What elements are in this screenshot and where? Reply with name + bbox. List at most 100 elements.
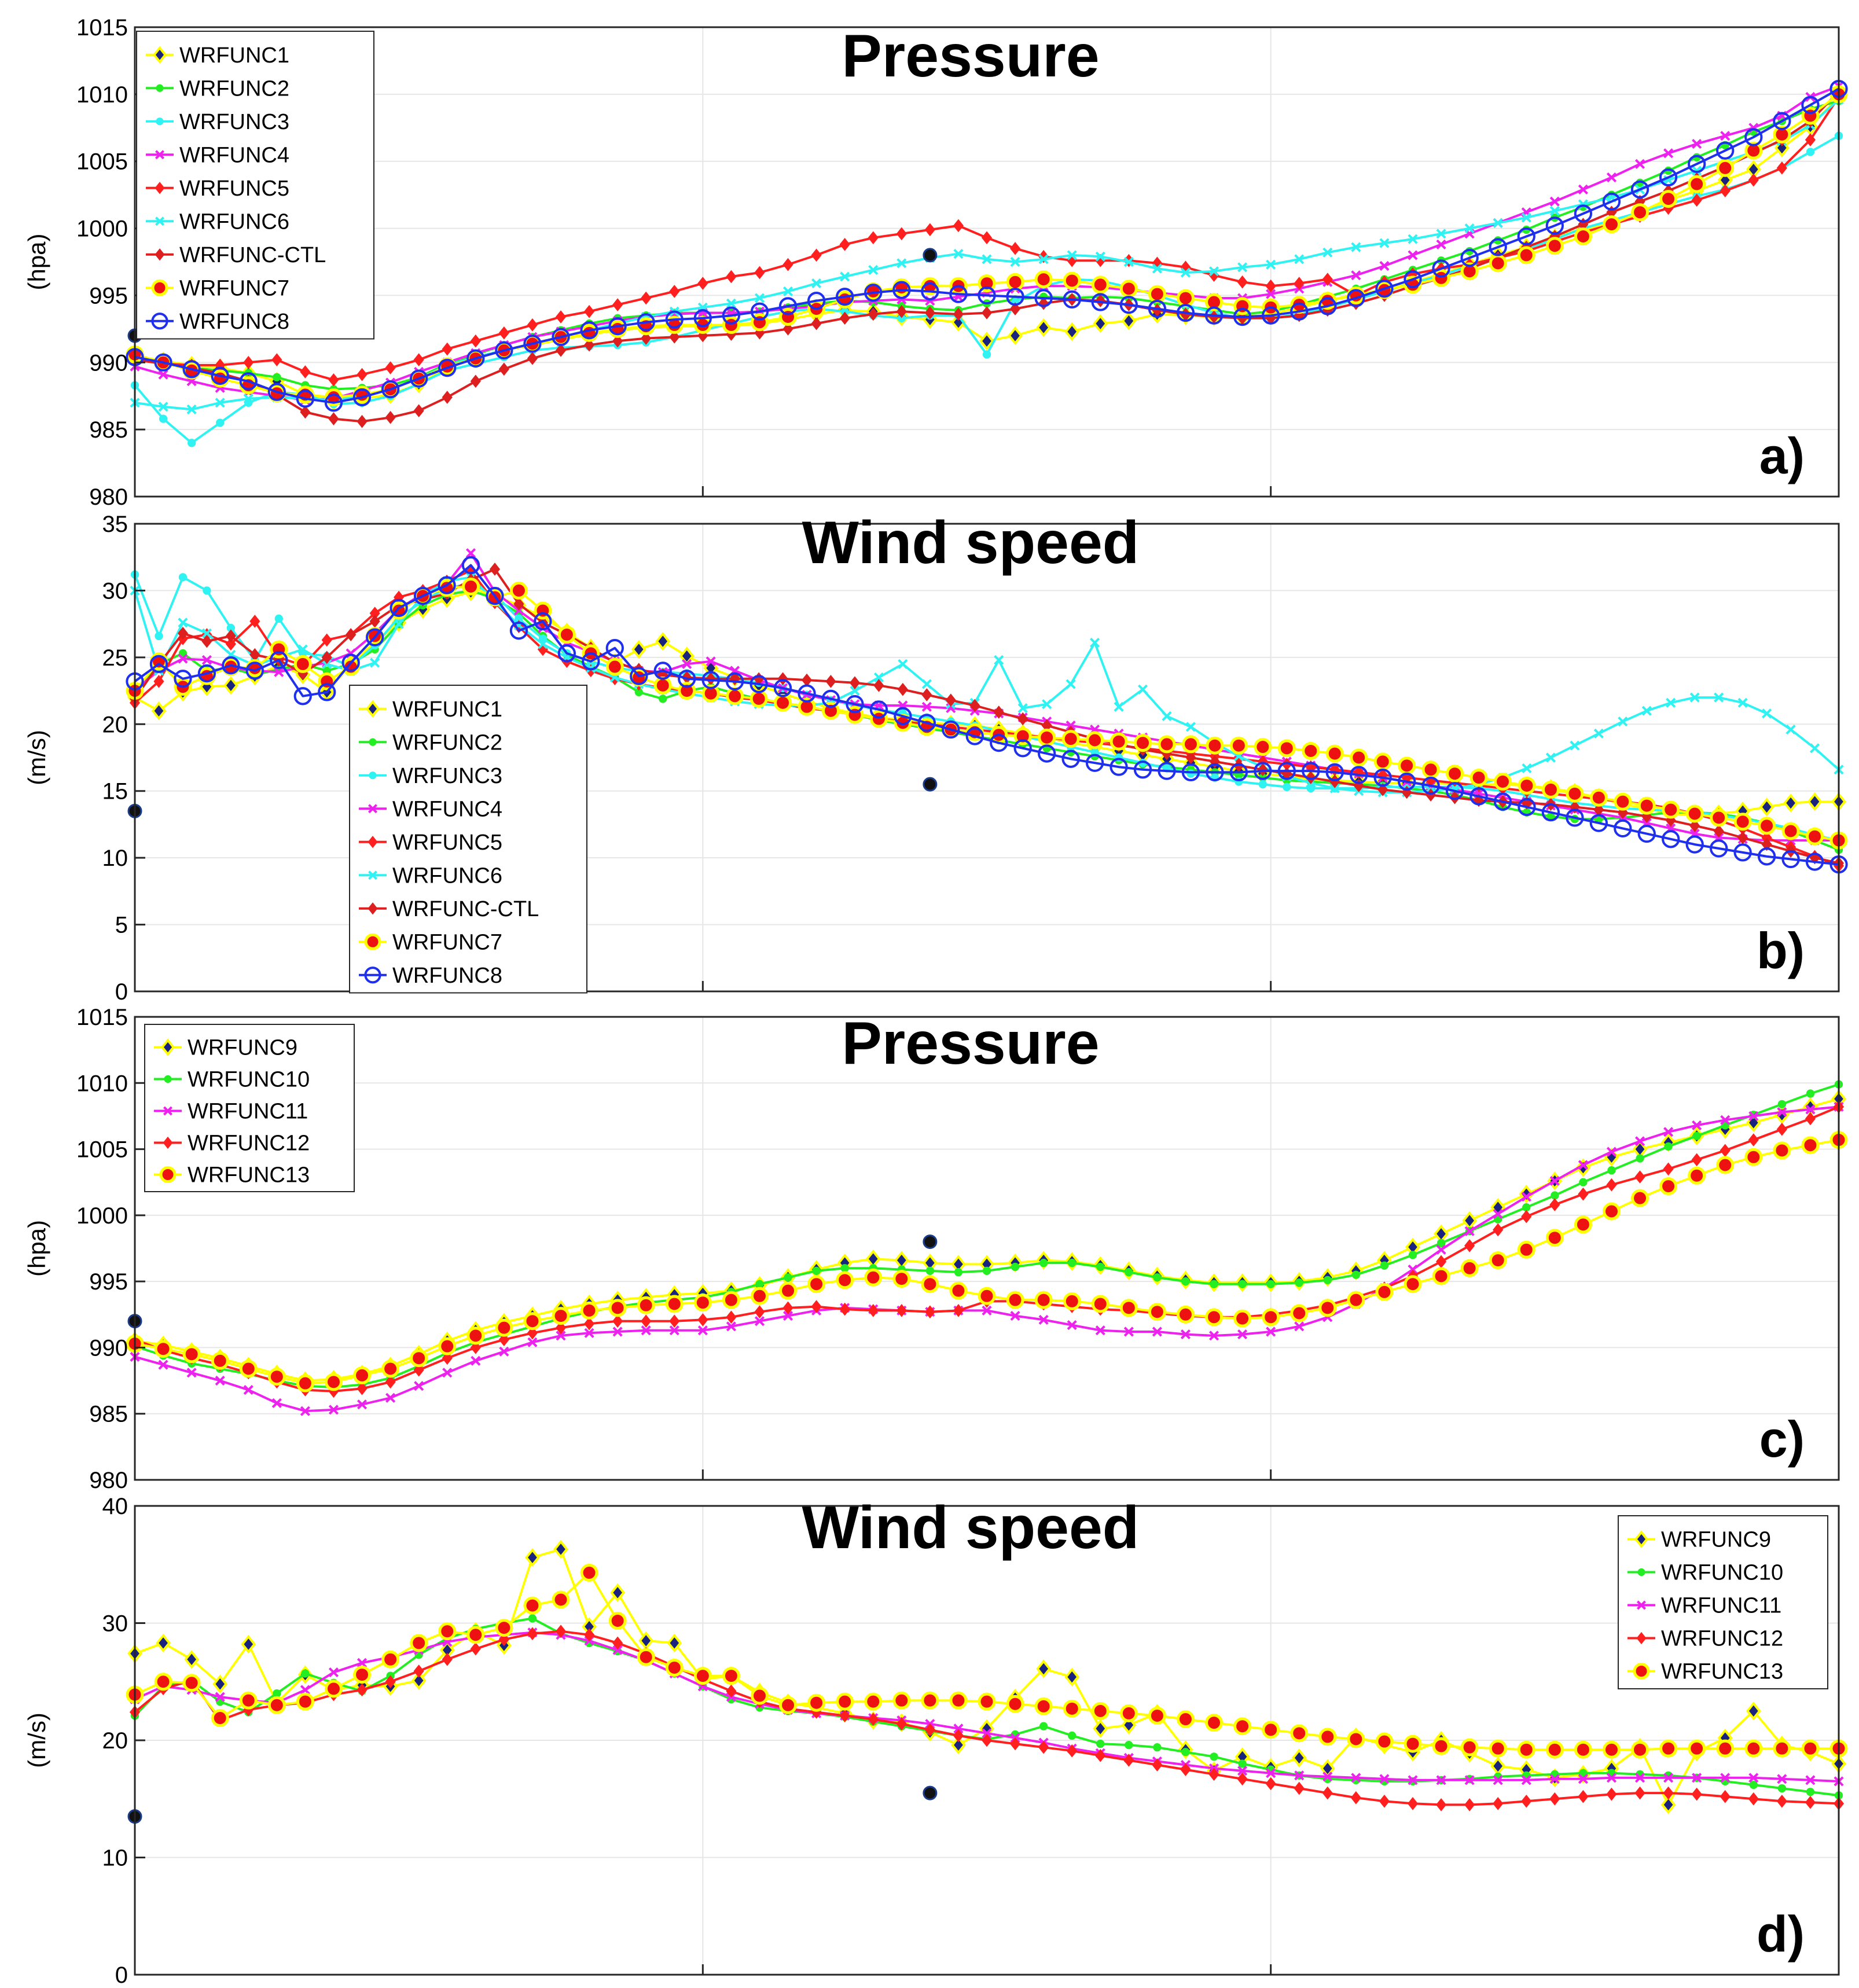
data-point [782,322,793,336]
data-point [583,1628,595,1642]
data-point [896,1717,907,1731]
data-point [1238,1759,1247,1768]
data-point [782,1311,793,1321]
data-point [357,1399,368,1410]
data-point [1748,1111,1759,1121]
data-point [665,1658,684,1677]
data-point [921,1275,939,1294]
legend-item: WRFUNC11 [154,1100,308,1124]
data-point [840,271,850,282]
data-point [1347,289,1365,307]
data-point [897,258,907,269]
data-point [1801,1136,1820,1155]
data-point [1521,1192,1531,1202]
data-point [156,1633,171,1653]
data-point [1205,293,1224,311]
legend-label: WRFUNC9 [188,1036,297,1060]
data-point [978,286,996,305]
y-tick-label: 1015 [76,1005,128,1030]
data-point [840,1264,849,1273]
legend-item: WRFUNC4 [146,143,289,167]
data-point [1290,1304,1309,1322]
data-point [1013,739,1032,758]
data-point [414,1381,424,1391]
data-point [898,659,908,669]
data-point [840,307,849,316]
data-point [950,1735,966,1755]
data-point [495,341,513,360]
y-axis-label: (m/s) [23,730,50,785]
data-point [582,652,600,671]
data-point [153,675,164,688]
legend-item: WRFUNC12 [154,1131,310,1156]
data-point [1688,155,1706,173]
data-point [1493,773,1512,791]
data-point [836,288,854,306]
data-point [1176,303,1195,322]
legend-label: WRFUNC1 [392,697,502,722]
data-point [1449,791,1460,804]
data-point [868,1304,879,1317]
data-point [1181,1748,1190,1757]
legend-label: WRFUNC10 [1661,1561,1783,1585]
data-point [158,1359,168,1370]
data-point [1589,814,1608,832]
series-wrfunc13 [126,1563,1848,1759]
panel-title: Wind speed [802,1494,1140,1561]
data-point [149,655,168,674]
data-point [821,689,840,708]
data-point [1489,1251,1507,1270]
legend-item: WRFUNC2 [359,730,502,755]
legend-item: WRFUNC7 [359,930,502,954]
legend-marker [151,313,168,330]
data-point [754,293,765,303]
legend-label: WRFUNC-CTL [179,243,326,267]
data-point [1691,1153,1702,1167]
data-point [1733,813,1752,831]
data-point [1637,796,1656,815]
data-point [917,714,936,732]
y-tick-label: 15 [102,779,128,804]
legend-item: WRFUNC3 [359,764,502,788]
legend-item: WRFUNC-CTL [359,897,539,921]
data-point [413,353,424,367]
data-point [1034,289,1053,307]
data-point [1574,204,1593,223]
data-point [174,670,192,688]
data-point [1294,1770,1305,1781]
data-point [608,317,627,336]
data-point [1733,843,1752,862]
data-point [527,351,538,365]
data-point [1714,692,1724,703]
data-point [390,598,408,618]
data-point [1720,1789,1731,1803]
data-point [1408,250,1418,260]
data-point [357,1658,368,1668]
data-point [1034,1291,1053,1309]
data-point [297,644,308,655]
data-point [466,1626,485,1644]
data-point [1180,1329,1191,1340]
data-point [300,405,311,419]
data-point [527,1337,538,1347]
data-point [682,659,692,669]
series-wrfunc7 [126,85,1848,407]
legend: WRFUNC1 WRFUNC2 WRFUNC3 WRFUNC4 WRFUNC5 WRFUN… [349,685,587,994]
data-point [1758,817,1776,835]
data-point [850,686,860,696]
y-tick-label: 35 [102,512,128,537]
panel-title: Pressure [842,23,1099,90]
legend-marker [156,117,164,126]
data-point [1710,839,1728,858]
y-tick-label: 25 [102,645,128,671]
data-point [318,683,336,701]
data-point [1692,1131,1701,1140]
legend-box [136,31,374,340]
legend-marker [365,700,380,718]
data-point [864,284,883,302]
data-point [925,1266,935,1276]
data-point [410,369,428,388]
data-point [1294,254,1305,264]
data-point [178,618,188,628]
